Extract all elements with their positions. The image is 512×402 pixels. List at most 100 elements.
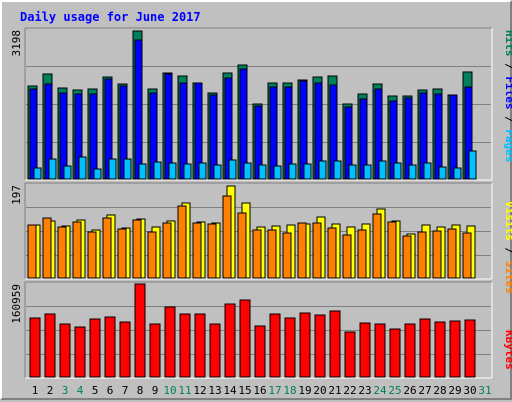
- ymax-label-hits-group: 3198: [10, 30, 23, 57]
- bar-sites-day-29: [447, 228, 457, 279]
- bar-kbytes-day-28: [434, 321, 446, 378]
- x-label-day-18: 18: [283, 384, 296, 397]
- bar-sites-day-5: [87, 231, 97, 279]
- bar-pages-day-16: [258, 164, 267, 180]
- bar-kbytes-day-18: [284, 317, 296, 378]
- bar-pages-day-14: [228, 159, 237, 180]
- x-label-day-5: 5: [92, 384, 99, 397]
- bar-pages-day-4: [78, 156, 87, 180]
- bar-kbytes-day-2: [44, 313, 56, 378]
- x-label-day-19: 19: [298, 384, 311, 397]
- x-label-day-20: 20: [313, 384, 326, 397]
- bar-kbytes-day-16: [254, 325, 266, 378]
- bar-kbytes-day-27: [419, 318, 431, 378]
- bar-sites-day-23: [357, 229, 367, 279]
- bar-kbytes-day-8: [134, 283, 146, 378]
- bar-sites-day-26: [402, 235, 412, 279]
- x-label-day-8: 8: [137, 384, 144, 397]
- bar-sites-day-6: [102, 217, 112, 279]
- svg-text:KBytes: KBytes: [503, 330, 512, 370]
- bar-kbytes-day-14: [224, 303, 236, 378]
- bar-sites-day-20: [312, 222, 322, 279]
- bar-kbytes-day-15: [239, 299, 251, 378]
- bar-pages-day-20: [318, 160, 327, 180]
- bar-sites-day-15: [237, 212, 247, 279]
- bar-pages-day-12: [198, 162, 207, 180]
- bar-kbytes-day-9: [149, 323, 161, 378]
- chart-bars: [27, 30, 477, 378]
- bar-sites-day-21: [327, 227, 337, 279]
- x-label-day-15: 15: [238, 384, 251, 397]
- x-label-day-22: 22: [343, 384, 356, 397]
- bar-pages-day-19: [303, 163, 312, 180]
- x-label-day-26: 26: [403, 384, 416, 397]
- bar-kbytes-day-1: [29, 317, 41, 378]
- x-label-day-7: 7: [122, 384, 129, 397]
- bar-pages-day-6: [108, 158, 117, 180]
- bar-pages-day-30: [468, 150, 477, 180]
- bar-files-day-5: [89, 93, 98, 180]
- bar-kbytes-day-11: [179, 313, 191, 378]
- bar-sites-day-14: [222, 195, 232, 279]
- bar-sites-day-28: [432, 230, 442, 279]
- legend-sites: Sites: [503, 261, 512, 294]
- x-axis-day-labels: 1 2 3 4 5 6 7 8 9 10 11 12 13 14 15 16 17 18 19 20 21 22 23 24 2…: [32, 384, 492, 397]
- x-label-day-29: 29: [448, 384, 461, 397]
- bar-sites-day-3: [57, 226, 67, 279]
- x-label-day-24: 24: [373, 384, 387, 397]
- x-label-day-3: 3: [62, 384, 69, 397]
- bar-files-day-1: [29, 88, 38, 180]
- bar-sites-day-7: [117, 228, 127, 279]
- bar-kbytes-day-24: [374, 323, 386, 378]
- bar-pages-day-17: [273, 165, 282, 180]
- bar-pages-day-9: [153, 161, 162, 180]
- x-label-day-23: 23: [358, 384, 371, 397]
- bar-pages-day-5: [93, 168, 102, 180]
- bar-pages-day-28: [438, 166, 447, 180]
- bar-kbytes-day-20: [314, 314, 326, 378]
- bar-pages-day-21: [333, 160, 342, 180]
- bar-pages-day-29: [453, 167, 462, 180]
- bar-kbytes-day-29: [449, 320, 461, 378]
- ymax-label-visits: 197: [10, 185, 23, 205]
- legend-kbytes: KBytes: [503, 330, 512, 370]
- bar-sites-day-13: [207, 223, 217, 279]
- bar-sites-day-10: [162, 222, 172, 279]
- bar-kbytes-day-26: [404, 323, 416, 378]
- bar-kbytes-day-23: [359, 322, 371, 378]
- y-max-labels: 3198 197 160959: [10, 30, 23, 324]
- bar-pages-day-26: [408, 164, 417, 180]
- bar-sites-day-25: [387, 221, 397, 279]
- bar-kbytes-day-25: [389, 328, 401, 378]
- bar-sites-day-18: [282, 232, 292, 279]
- bar-kbytes-day-12: [194, 313, 206, 378]
- legend-hits: Hits: [503, 30, 512, 57]
- bar-pages-day-25: [393, 162, 402, 180]
- x-label-day-14: 14: [223, 384, 237, 397]
- bar-pages-day-8: [138, 163, 147, 180]
- bar-files-day-8: [134, 39, 143, 180]
- x-label-day-17: 17: [268, 384, 281, 397]
- x-label-day-21: 21: [328, 384, 341, 397]
- bar-files-day-29: [449, 94, 458, 180]
- bar-sites-day-4: [72, 221, 82, 279]
- bar-pages-day-18: [288, 163, 297, 180]
- legend-sep-2: /: [503, 110, 512, 130]
- x-label-day-30: 30: [463, 384, 476, 397]
- bar-sites-day-2: [42, 217, 52, 279]
- legend-visits: Visits: [503, 201, 512, 241]
- bar-pages-day-10: [168, 162, 177, 180]
- bar-sites-day-12: [192, 222, 202, 279]
- x-label-day-9: 9: [152, 384, 159, 397]
- bar-pages-day-11: [183, 163, 192, 180]
- legend-sep-1: /: [503, 57, 512, 77]
- x-label-day-31: 31: [478, 384, 491, 397]
- ymax-label-hits: 3198: [10, 30, 23, 57]
- bar-files-day-28: [434, 93, 443, 180]
- legend-sep-3: /: [503, 241, 512, 261]
- svg-text:Hits / Files / Pages: Hits / Files / Pages: [503, 30, 512, 163]
- bar-kbytes-day-30: [464, 319, 476, 378]
- bar-sites-day-27: [417, 231, 427, 279]
- legend-middle: Visits / Sites: [503, 201, 512, 294]
- bar-sites-day-22: [342, 234, 352, 279]
